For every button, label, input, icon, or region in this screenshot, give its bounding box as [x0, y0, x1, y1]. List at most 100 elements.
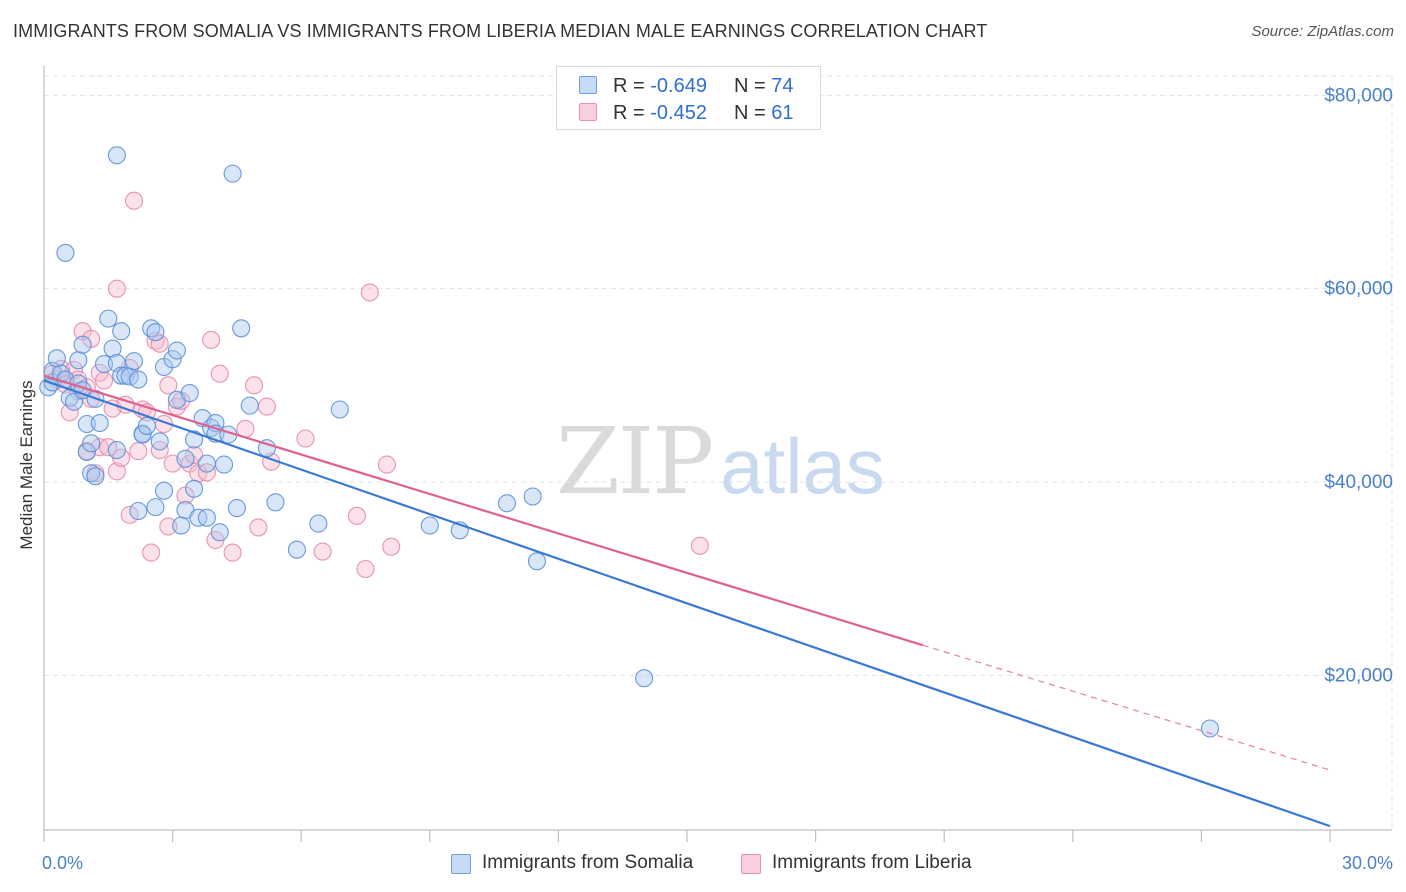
somalia-point: [73, 335, 92, 354]
somalia-point: [103, 339, 122, 358]
somalia-point: [232, 319, 251, 338]
somalia-point: [99, 309, 118, 328]
liberia-point: [356, 559, 375, 579]
somalia-point: [210, 523, 229, 542]
somalia-point: [223, 164, 242, 183]
somalia-point: [197, 508, 216, 527]
legend-somalia-swatch: [451, 854, 471, 874]
liberia-point: [150, 334, 169, 353]
y-tick-label: $60,000: [1324, 279, 1393, 300]
somalia-point: [180, 384, 199, 403]
liberia-point: [60, 403, 79, 422]
somalia-point: [227, 499, 246, 518]
somalia-point: [150, 432, 169, 451]
somalia-point: [197, 454, 216, 473]
somalia-point: [90, 413, 109, 433]
liberia-point: [210, 364, 229, 383]
somalia-point: [184, 430, 204, 449]
somalia-point: [527, 552, 547, 571]
source-label: Source: ZipAtlas.com: [1251, 23, 1394, 40]
somalia-point: [1200, 719, 1220, 738]
liberia-point: [382, 537, 401, 556]
liberia-point: [249, 518, 268, 537]
liberia-point: [377, 455, 396, 474]
liberia-point: [223, 543, 242, 562]
legend-n-somalia: N = 74: [734, 75, 794, 97]
liberia-point: [244, 376, 264, 395]
liberia-point: [313, 542, 332, 561]
somalia-point: [112, 322, 131, 341]
liberia-point: [94, 371, 114, 390]
x-tick-label: 30.0%: [1342, 853, 1393, 873]
somalia-point: [154, 481, 174, 500]
liberia-point: [120, 505, 139, 524]
legend-liberia-swatch: [741, 854, 761, 874]
somalia-point: [107, 441, 126, 460]
legend-somalia-label: Immigrants from Somalia: [482, 852, 694, 873]
somalia-point: [420, 516, 439, 535]
liberia-point: [690, 536, 709, 555]
somalia-point: [129, 370, 148, 389]
liberia-point: [159, 517, 178, 536]
liberia-point: [124, 191, 144, 210]
somalia-point: [172, 516, 191, 535]
axis-labels: $20,000 $40,000 $60,000 $80,000 0.0% 30.0% Med…: [17, 85, 1393, 873]
legend-n-liberia: N = 61: [734, 102, 794, 124]
liberia-point: [129, 442, 148, 461]
liberia-point: [360, 283, 379, 302]
somalia-point: [240, 396, 259, 415]
trend-somalia: [43, 379, 1331, 828]
somalia-point: [287, 540, 306, 559]
liberia-point: [257, 397, 276, 416]
y-tick-label: $40,000: [1324, 472, 1393, 493]
somalia-point: [94, 355, 114, 374]
somalia-point: [214, 455, 234, 474]
somalia-point: [77, 414, 96, 434]
somalia-point: [146, 323, 165, 342]
liberia-point: [107, 462, 126, 481]
x-tick-label: 0.0%: [42, 853, 83, 873]
legend-liberia-label: Immigrants from Liberia: [772, 852, 972, 873]
legend-r-somalia: R = -0.649: [613, 75, 707, 97]
liberia-point: [202, 330, 221, 349]
somalia-point: [184, 479, 204, 498]
liberia-point: [159, 376, 178, 395]
somalia-point: [137, 416, 156, 435]
trend-liberia-solid: [43, 374, 924, 647]
y-tick-label: $80,000: [1324, 85, 1393, 106]
somalia-point: [163, 350, 182, 369]
somalia-point: [133, 425, 152, 444]
liberia-swatch: [579, 103, 597, 121]
somalia-point: [523, 487, 542, 506]
liberia-point: [107, 279, 126, 298]
somalia-point: [77, 442, 96, 462]
somalia-point: [124, 352, 144, 371]
somalia-point: [497, 494, 517, 513]
series-somalia-points: [39, 146, 1220, 738]
somalia-point: [635, 669, 654, 688]
liberia-point: [296, 429, 315, 448]
somalia-point: [82, 434, 101, 453]
chart-title: IMMIGRANTS FROM SOMALIA VS IMMIGRANTS FR…: [13, 21, 988, 41]
somalia-point: [167, 341, 186, 360]
trend-liberia-dashed: [922, 644, 1331, 771]
liberia-point: [184, 445, 204, 464]
grid: [44, 75, 1393, 830]
liberia-point: [142, 543, 161, 562]
y-axis-title: Median Male Earnings: [17, 380, 36, 549]
somalia-point: [86, 467, 105, 486]
series-liberia-points: [43, 191, 709, 579]
trend-lines: [43, 374, 1331, 828]
somalia-point: [309, 514, 328, 533]
somalia-swatch: [579, 76, 597, 94]
somalia-point: [47, 349, 66, 368]
liberia-point: [347, 506, 366, 525]
y-tick-label: $20,000: [1324, 665, 1393, 686]
somalia-point: [266, 493, 285, 512]
somalia-point: [107, 146, 126, 165]
somalia-point: [69, 351, 88, 370]
somalia-point: [176, 449, 195, 468]
axes: [43, 66, 1392, 842]
somalia-point: [146, 498, 165, 517]
